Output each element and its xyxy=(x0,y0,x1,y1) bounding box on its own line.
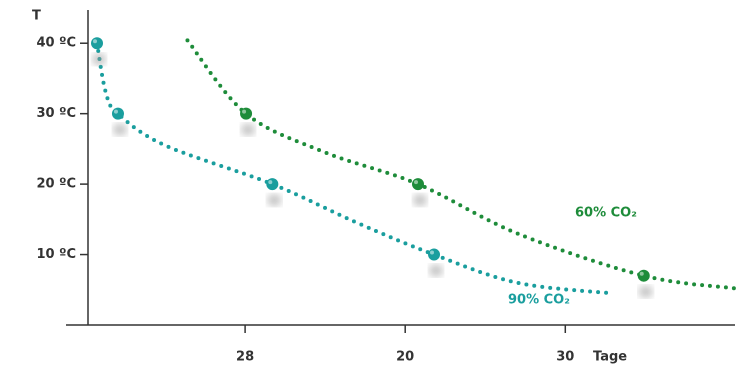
point xyxy=(428,248,441,261)
x-tick-label: 20 xyxy=(396,350,414,365)
point xyxy=(240,107,253,120)
marker-shadow xyxy=(413,194,428,207)
point xyxy=(637,269,650,282)
marker-shadow xyxy=(267,194,282,207)
series-label: 90% CO₂ xyxy=(508,293,570,308)
y-axis-label: T xyxy=(32,9,41,24)
marker-shadow xyxy=(92,53,107,66)
point xyxy=(91,37,104,50)
x-axis-label: Tage xyxy=(593,350,627,365)
marker-shadow xyxy=(112,123,127,136)
point-highlight xyxy=(93,39,98,44)
y-tick-label: 40 ºC xyxy=(37,36,77,51)
x-tick-label: 30 xyxy=(556,350,574,365)
marker-shadow xyxy=(429,264,444,277)
point-highlight xyxy=(414,180,419,185)
point xyxy=(412,178,425,191)
y-tick-label: 30 ºC xyxy=(37,106,77,121)
series-label: 60% CO₂ xyxy=(575,206,637,221)
point-highlight xyxy=(430,250,435,255)
x-tick-label: 28 xyxy=(236,350,254,365)
y-tick-label: 20 ºC xyxy=(37,177,77,192)
point xyxy=(111,107,124,120)
series-line xyxy=(185,38,737,291)
point-highlight xyxy=(113,109,118,114)
marker-shadow xyxy=(241,123,256,136)
y-tick-label: 10 ºC xyxy=(37,247,77,262)
point-highlight xyxy=(639,271,644,276)
marker-shadow xyxy=(638,285,653,298)
point-highlight xyxy=(268,180,273,185)
series-line xyxy=(95,41,614,296)
point-highlight xyxy=(242,109,247,114)
point xyxy=(266,178,279,191)
